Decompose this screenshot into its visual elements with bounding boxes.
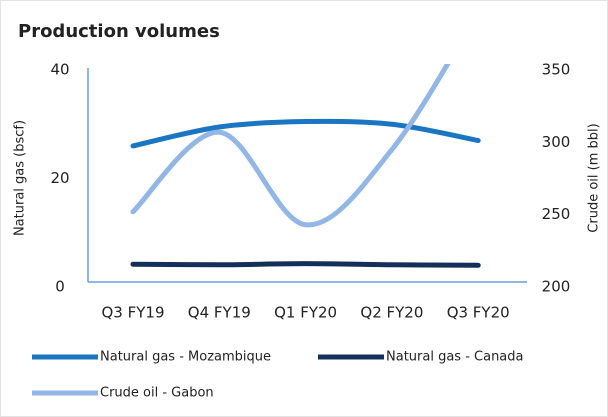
- x-tick-label: Q2 FY20: [360, 304, 423, 322]
- legend-label: Crude oil - Gabon: [100, 386, 214, 401]
- series-line: [130, 261, 481, 268]
- x-tick-label: Q1 FY20: [274, 304, 337, 322]
- y2-tick-label: 250: [542, 205, 571, 223]
- legend-label: Natural gas - Mozambique: [100, 350, 271, 365]
- y-axis-label: Natural gas (bscf): [13, 120, 28, 236]
- plot-area: [130, 64, 481, 268]
- y-tick-label: 20: [50, 169, 69, 187]
- x-tick-label: Q4 FY19: [188, 304, 251, 322]
- chart-title: Production volumes: [18, 21, 220, 42]
- series-line: [130, 64, 451, 228]
- y-tick-label: 0: [55, 278, 65, 296]
- legend-label: Natural gas - Canada: [386, 350, 524, 365]
- x-tick-label: Q3 FY20: [447, 304, 510, 322]
- y2-axis-label: Crude oil (m bbl): [587, 123, 602, 232]
- y2-tick-label: 200: [542, 278, 571, 296]
- series-line: [130, 118, 481, 149]
- y2-tick-label: 350: [542, 61, 571, 79]
- y2-tick-label: 300: [542, 133, 571, 151]
- x-tick-label: Q3 FY19: [102, 304, 165, 322]
- y-tick-label: 40: [50, 61, 69, 79]
